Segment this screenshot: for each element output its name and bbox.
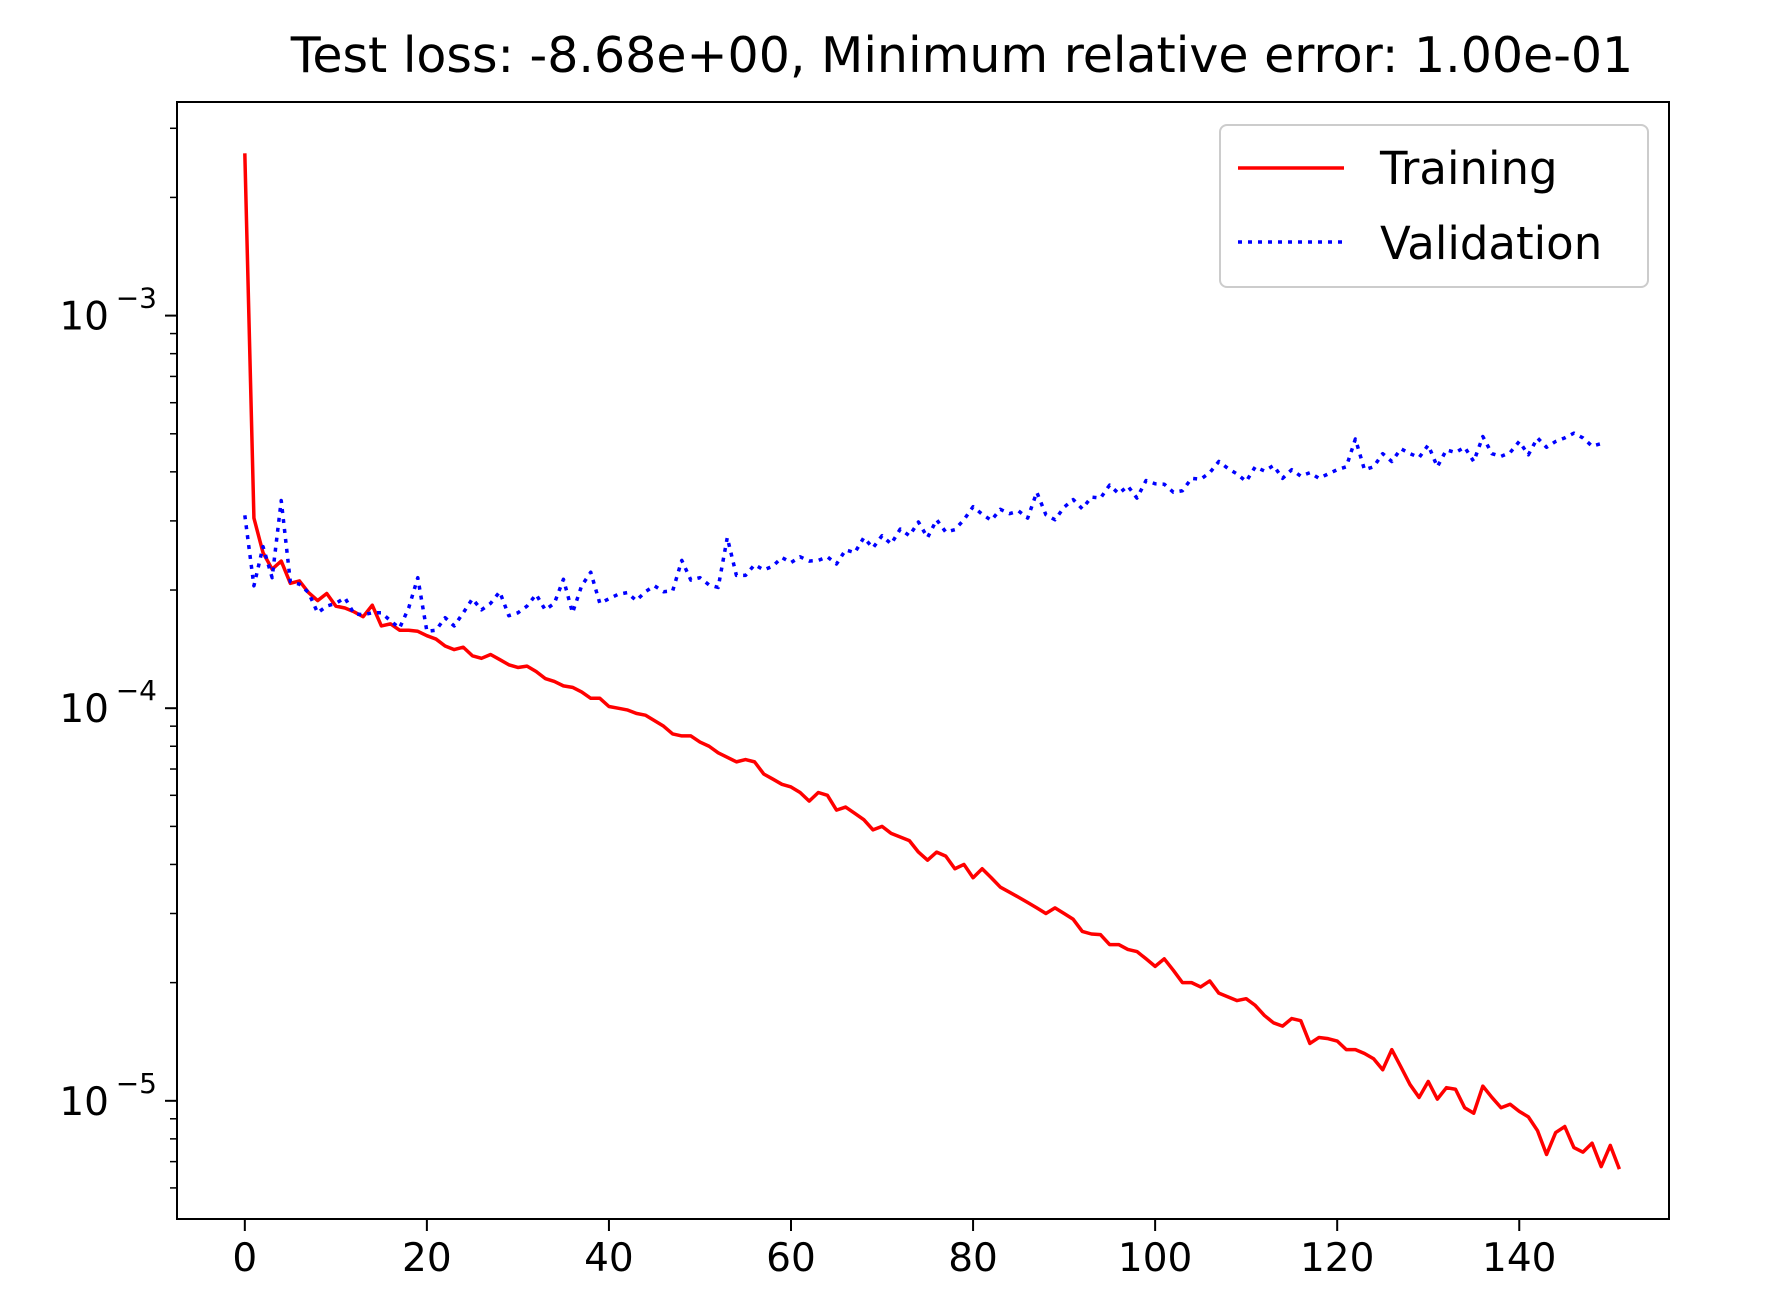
x-tick-label: 120: [1300, 1236, 1374, 1281]
y-tick-label: 10: [59, 687, 109, 732]
legend-label-validation: Validation: [1380, 217, 1602, 270]
x-tick-label: 40: [584, 1236, 634, 1281]
series-line-training: [243, 153, 1622, 1170]
y-tick-exponent: −3: [116, 282, 157, 315]
y-tick-label: 10: [59, 1080, 109, 1125]
series-layer: [243, 153, 1622, 1170]
y-tick-exponent: −5: [116, 1067, 157, 1100]
legend: Training Validation: [1219, 124, 1649, 288]
legend-box: [1219, 124, 1649, 288]
x-tick-label: 140: [1482, 1236, 1556, 1281]
x-tick-label: 100: [1118, 1236, 1192, 1281]
x-tick-label: 20: [402, 1236, 452, 1281]
axes-frame: [176, 101, 1670, 1220]
x-axis: 0 20 40 60 80 100 120 140: [232, 1219, 1556, 1281]
x-tick-label: 0: [232, 1236, 257, 1281]
y-tick-exponent: −4: [116, 674, 157, 707]
plot-area: [176, 101, 1670, 1220]
x-tick-label: 60: [766, 1236, 816, 1281]
chart-title: Test loss: -8.68e+00, Minimum relative e…: [290, 27, 1633, 84]
y-tick-label: 10: [59, 295, 109, 340]
x-tick-label: 80: [948, 1236, 998, 1281]
y-axis: 10−510−410−3: [59, 127, 177, 1189]
axes-background: [177, 102, 1669, 1219]
series-line-validation: [243, 431, 1602, 634]
legend-label-training: Training: [1379, 142, 1558, 195]
